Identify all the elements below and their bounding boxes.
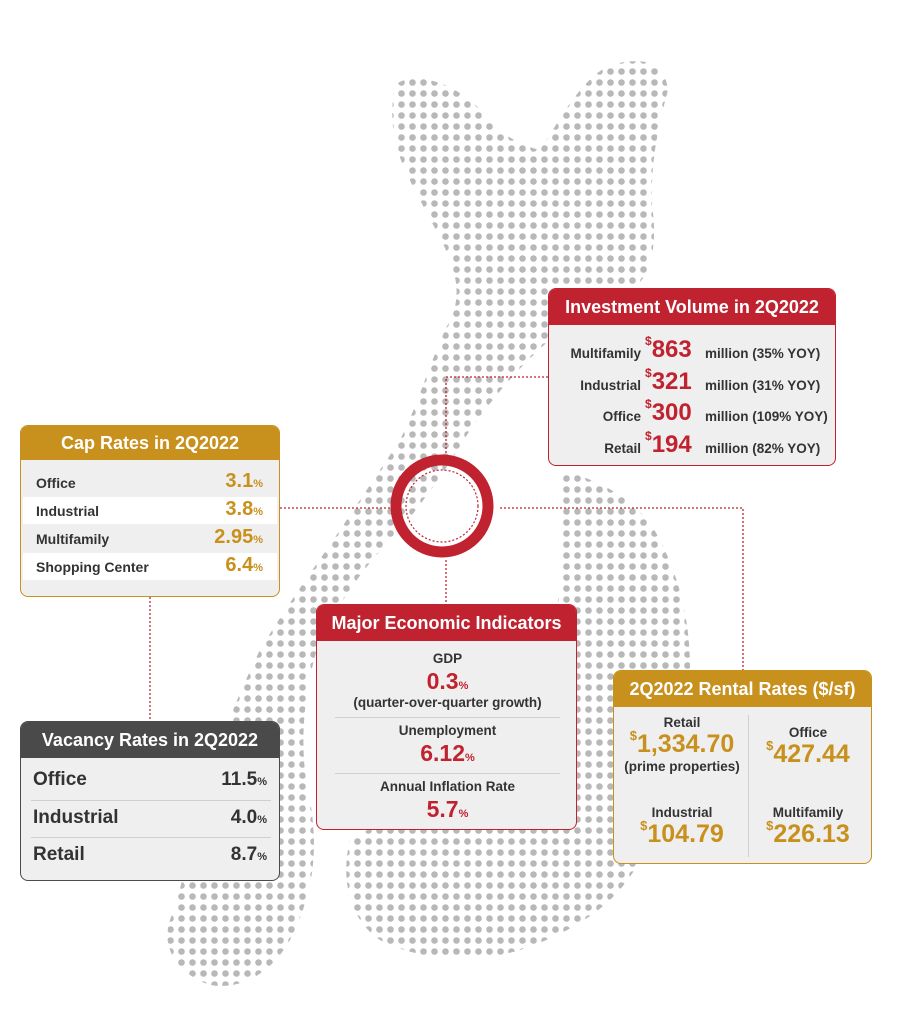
divider [335,773,560,774]
vacancy-row: Industrial 4.0% [21,800,279,837]
investment-category: Office [602,409,641,424]
investment-row: Retail $194 million (82% YOY) [549,429,835,460]
rental-office-label: Office [788,725,828,740]
cap-rate-row: Industrial 3.8% [23,497,277,524]
vacancy-row: Office 11.5% [21,762,279,799]
investment-tail: million (109% YOY) [705,409,828,424]
investment-tail: million (31% YOY) [705,378,821,393]
investment-tail: million (82% YOY) [705,441,821,456]
gdp-label: GDP [432,651,463,666]
rental-retail-note: (prime properties) [624,759,740,774]
cap-rates-title: Cap Rates in 2Q2022 [21,426,279,460]
investment-amount: $194 [645,429,692,458]
investment-row: Industrial $321 million (31% YOY) [549,366,835,397]
divider [31,837,271,838]
rental-industrial-label: Industrial [651,805,713,820]
investment-amount: $321 [645,366,692,395]
unemployment-value: 6.12% [420,740,475,766]
rental-multifamily-label: Multifamily [772,805,844,820]
divider [31,800,271,801]
rental-multifamily-value: $226.13 [766,818,850,848]
rental-retail: Retail $1,334.70 (prime properties) [618,715,746,774]
economic-indicators-card: Major Economic Indicators GDP 0.3% (quar… [316,604,577,830]
vacancy-label: Office [33,769,87,790]
unemployment-label: Unemployment [398,723,497,738]
rental-rates-title: 2Q2022 Rental Rates ($/sf) [614,671,871,707]
cap-rates-card: Cap Rates in 2Q2022 Office 3.1% Industri… [20,425,280,597]
vacancy-label: Retail [33,844,85,865]
investment-amount: $863 [645,334,692,363]
cap-rate-value: 6.4% [225,554,263,576]
rental-office: Office $427.44 [744,725,871,769]
investment-row: Multifamily $863 million (35% YOY) [549,334,835,365]
rental-multifamily: Multifamily $226.13 [744,805,871,849]
investment-row: Office $300 million (109% YOY) [549,397,835,428]
rental-industrial-value: $104.79 [640,818,724,848]
investment-category: Industrial [580,378,641,393]
rental-industrial: Industrial $104.79 [618,805,746,849]
investment-tail: million (35% YOY) [705,346,821,361]
rental-office-value: $427.44 [766,738,850,768]
center-ring [390,454,494,558]
vacancy-rates-card: Vacancy Rates in 2Q2022 Office 11.5% Ind… [20,721,280,881]
gdp-value: 0.3% [426,668,469,694]
rental-rates-card: 2Q2022 Rental Rates ($/sf) Retail $1,334… [613,670,872,864]
investment-category: Retail [604,441,641,456]
cap-rate-row: Multifamily 2.95% [23,525,277,552]
investment-amount: $300 [645,397,692,426]
cap-rate-value: 2.95% [214,526,263,548]
rental-retail-label: Retail [663,715,701,730]
cap-rate-row: Shopping Center 6.4% [23,553,277,580]
cap-rate-label: Industrial [36,503,100,519]
cap-rate-label: Shopping Center [36,559,149,575]
inflation-value: 5.7% [426,796,469,822]
vacancy-rates-title: Vacancy Rates in 2Q2022 [21,722,279,758]
vacancy-value: 8.7% [230,844,267,865]
rental-retail-value: $1,334.70 [629,728,735,758]
cap-rate-label: Multifamily [36,531,110,547]
vacancy-value: 4.0% [230,807,267,828]
investment-category: Multifamily [570,346,641,361]
cap-rate-value: 3.8% [225,498,263,520]
cap-rate-row: Office 3.1% [23,469,277,496]
cap-rate-label: Office [36,475,76,491]
investment-volume-title: Investment Volume in 2Q2022 [549,289,835,325]
divider [748,715,749,857]
vacancy-value: 11.5% [221,769,267,790]
vacancy-row: Retail 8.7% [21,837,279,874]
investment-volume-card: Investment Volume in 2Q2022 Multifamily … [548,288,836,466]
inflation-label: Annual Inflation Rate [380,779,515,794]
vacancy-label: Industrial [33,807,119,828]
gdp-note: (quarter-over-quarter growth) [353,695,542,710]
economic-indicators-title: Major Economic Indicators [317,605,576,641]
cap-rate-value: 3.1% [225,470,263,492]
divider [335,717,560,718]
